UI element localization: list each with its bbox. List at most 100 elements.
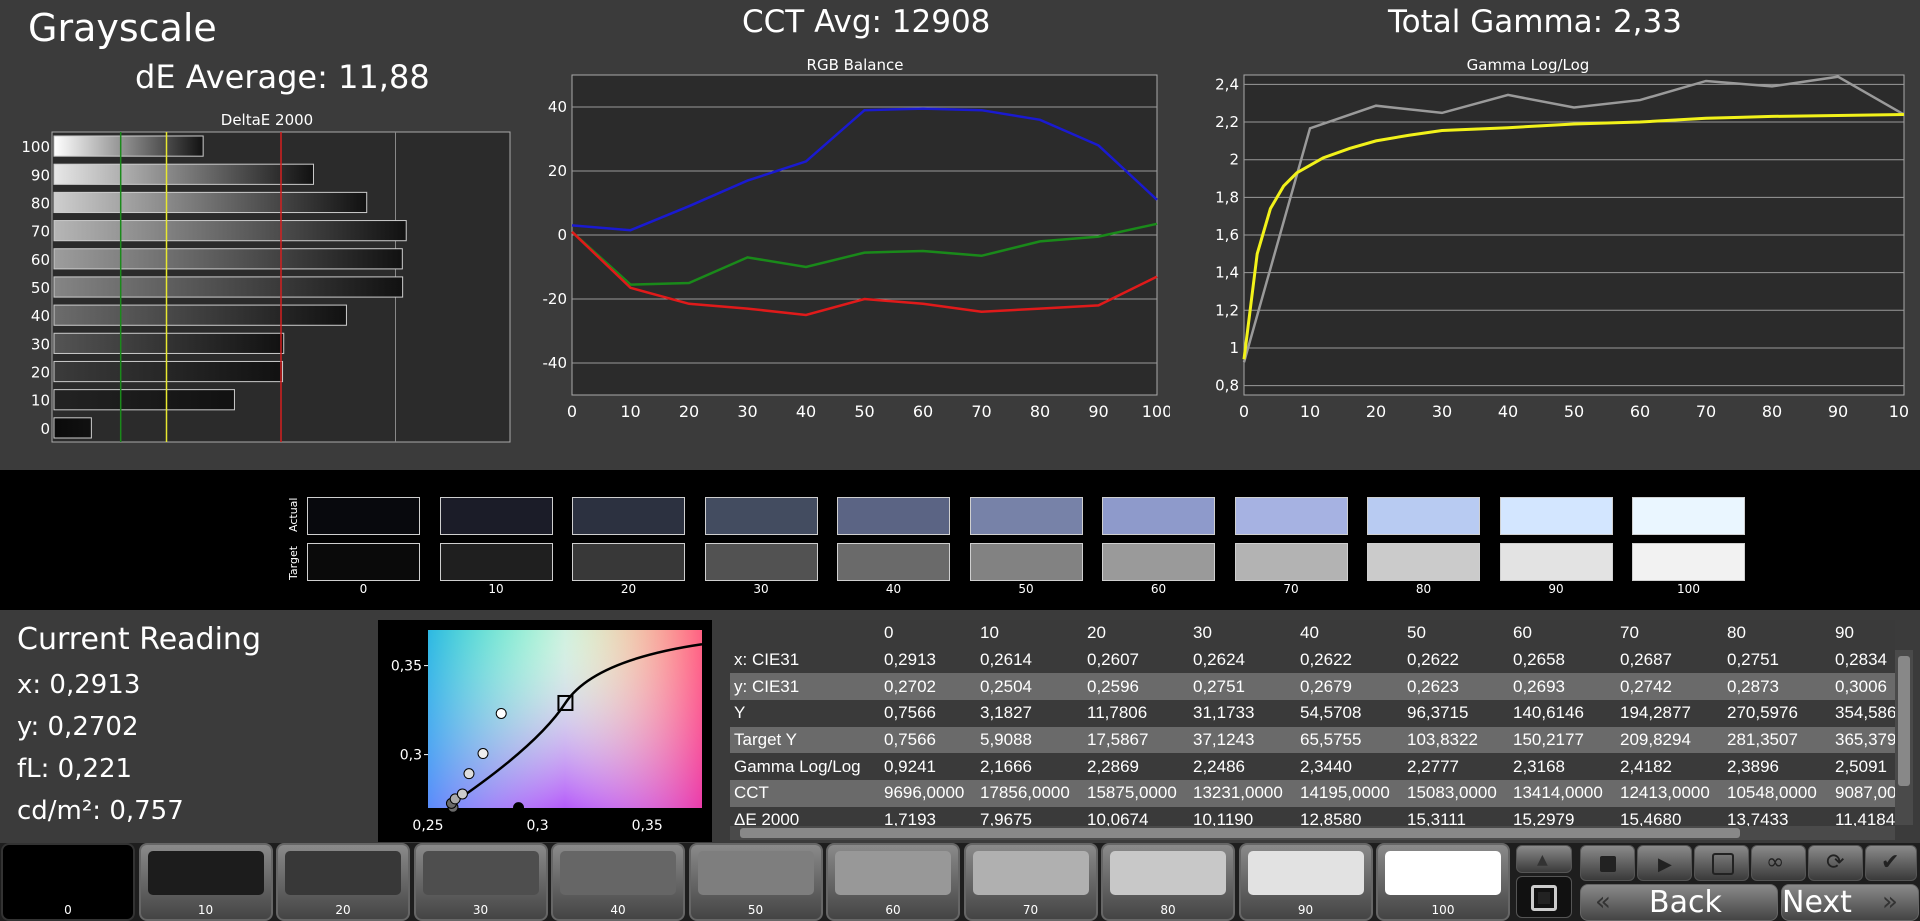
table-cell: 0,2624 bbox=[1189, 646, 1296, 674]
table-cell: 31,1733 bbox=[1189, 700, 1296, 727]
x-tick-label: 70 bbox=[1696, 402, 1716, 421]
y-tick-label: -40 bbox=[543, 354, 568, 372]
actual-swatch bbox=[1367, 497, 1480, 535]
table-cell: 65,5755 bbox=[1296, 726, 1403, 754]
x-tick-label: 50 bbox=[1564, 402, 1584, 421]
swatch-label: 100 bbox=[1677, 582, 1700, 596]
deltae-bar bbox=[53, 417, 92, 439]
total-gamma: Total Gamma: 2,33 bbox=[1388, 4, 1682, 40]
chevron-up-icon: ▲ bbox=[1537, 852, 1548, 868]
table-cell: 5,9088 bbox=[976, 726, 1083, 754]
y-tick-label: 0,8 bbox=[1215, 377, 1239, 395]
table-horizontal-scrollbar[interactable] bbox=[730, 826, 1895, 840]
table-row[interactable]: y: CIE31 0,2702 0,2504 0,2596 0,2751 0,2679 0,… bbox=[730, 673, 1895, 701]
scroll-up-button[interactable]: ▲ bbox=[1516, 845, 1572, 873]
patch-tile[interactable]: 10 bbox=[138, 843, 273, 921]
actual-swatch bbox=[704, 497, 818, 535]
patch-tile[interactable]: 40 bbox=[551, 843, 685, 921]
actual-swatch bbox=[1102, 497, 1215, 535]
column-header: 40 bbox=[1296, 620, 1403, 647]
table-row[interactable]: Target Y 0,7566 5,9088 17,5867 37,1243 65,575… bbox=[730, 726, 1895, 754]
table-cell: 0,2751 bbox=[1723, 646, 1831, 674]
deltae-bar bbox=[53, 276, 404, 298]
table-row[interactable]: Y 0,7566 3,1827 11,7806 31,1733 54,5708 96,371… bbox=[730, 700, 1895, 727]
next-label: Next bbox=[1782, 885, 1852, 920]
table-row[interactable]: x: CIE31 0,2913 0,2614 0,2607 0,2624 0,2622 0,… bbox=[730, 646, 1895, 674]
target-swatch bbox=[572, 543, 685, 581]
patch-label: 0 bbox=[64, 903, 72, 917]
refresh-button[interactable]: ⟳ bbox=[1808, 845, 1863, 881]
patch-tile[interactable]: 100 bbox=[1376, 843, 1510, 921]
patch-label: 70 bbox=[1022, 903, 1039, 917]
patch-color bbox=[422, 851, 539, 895]
stop-button[interactable] bbox=[1580, 845, 1635, 881]
save-button[interactable] bbox=[1694, 845, 1749, 881]
target-swatch bbox=[1632, 543, 1745, 581]
infinity-icon: ∞ bbox=[1766, 850, 1785, 875]
patch-tile[interactable]: 70 bbox=[963, 843, 1098, 921]
patch-tile[interactable]: 60 bbox=[826, 843, 960, 921]
confirm-button[interactable]: ✔ bbox=[1865, 845, 1917, 881]
table-cell: 0,3006 bbox=[1831, 673, 1895, 701]
refresh-icon: ⟳ bbox=[1826, 850, 1845, 875]
deltae-x-tick: 10 bbox=[271, 449, 291, 450]
measurement-point bbox=[456, 788, 468, 800]
play-button[interactable]: ▶ bbox=[1637, 845, 1692, 881]
actual-swatch bbox=[969, 497, 1083, 535]
next-button[interactable]: Next » bbox=[1781, 884, 1919, 921]
column-header: 10 bbox=[976, 620, 1083, 647]
play-icon: ▶ bbox=[1658, 854, 1672, 875]
x-tick-label: 80 bbox=[1762, 402, 1782, 421]
row-label: Gamma Log/Log bbox=[730, 753, 880, 781]
patch-label: 80 bbox=[1160, 903, 1176, 917]
actual-swatch bbox=[439, 497, 553, 535]
table-cell: 0,2693 bbox=[1509, 673, 1616, 701]
table-vertical-scrollbar[interactable] bbox=[1895, 650, 1913, 825]
back-button[interactable]: « Back bbox=[1580, 884, 1778, 921]
swatch-label: 0 bbox=[359, 582, 368, 596]
stop-large-button[interactable] bbox=[1516, 876, 1572, 918]
deltae-category-label: 90 bbox=[31, 166, 50, 184]
table-cell: 10548,0000 bbox=[1723, 780, 1831, 807]
table-row[interactable]: Gamma Log/Log 0,9241 2,1666 2,2869 2,2486 2,3… bbox=[730, 753, 1895, 781]
table-cell: 2,1666 bbox=[976, 753, 1083, 781]
deltae-category-label: 60 bbox=[31, 251, 50, 269]
table-cell: 209,8294 bbox=[1616, 726, 1723, 754]
table-cell: 270,5976 bbox=[1723, 700, 1831, 727]
swatch-label: 90 bbox=[1548, 582, 1564, 596]
patch-color bbox=[1110, 851, 1226, 895]
patch-tile[interactable]: 90 bbox=[1238, 843, 1373, 921]
save-icon bbox=[1712, 853, 1734, 875]
row-label: x: CIE31 bbox=[730, 646, 880, 674]
x-tick-label: 70 bbox=[971, 402, 991, 421]
y-tick-label: 40 bbox=[548, 98, 567, 116]
patch-tile[interactable]: 20 bbox=[276, 843, 410, 921]
measurement-point bbox=[513, 802, 525, 814]
loop-button[interactable]: ∞ bbox=[1751, 845, 1806, 881]
scroll-thumb-h[interactable] bbox=[740, 828, 1740, 838]
stop-square-icon bbox=[1600, 856, 1616, 872]
patch-tile[interactable]: 0 bbox=[1, 843, 135, 921]
deltae-bar bbox=[53, 304, 347, 326]
patch-tile[interactable]: 80 bbox=[1101, 843, 1235, 921]
deltae-category-label: 70 bbox=[31, 223, 50, 241]
scroll-thumb[interactable] bbox=[1898, 656, 1910, 786]
x-tick-label: 30 bbox=[1432, 402, 1452, 421]
patch-tile[interactable]: 50 bbox=[688, 843, 823, 921]
patch-color bbox=[1247, 851, 1364, 895]
deltae-bar bbox=[53, 135, 204, 157]
swatch-label: 50 bbox=[1018, 582, 1034, 596]
patch-tile[interactable]: 30 bbox=[413, 843, 548, 921]
deltae-bar bbox=[53, 360, 284, 383]
series-line bbox=[1242, 75, 1905, 363]
patch-label: 50 bbox=[747, 903, 764, 917]
x-tick-label: 90 bbox=[1828, 402, 1848, 421]
measurement-table[interactable]: 0 10 20 30 40 50 60 70 80 90 x: CIE31 0,2913 0,2614 0… bbox=[730, 620, 1895, 840]
actual-swatch bbox=[1632, 497, 1745, 535]
table-cell: 54,5708 bbox=[1296, 700, 1403, 727]
x-tick-label: 50 bbox=[854, 402, 874, 421]
table-row[interactable]: CCT 9696,0000 17856,0000 15875,0000 13231,00… bbox=[730, 780, 1895, 807]
table-cell: 2,4182 bbox=[1616, 753, 1723, 781]
rgb-chart-title: RGB Balance bbox=[807, 56, 904, 74]
x-tick-label: 10 bbox=[1300, 402, 1320, 421]
